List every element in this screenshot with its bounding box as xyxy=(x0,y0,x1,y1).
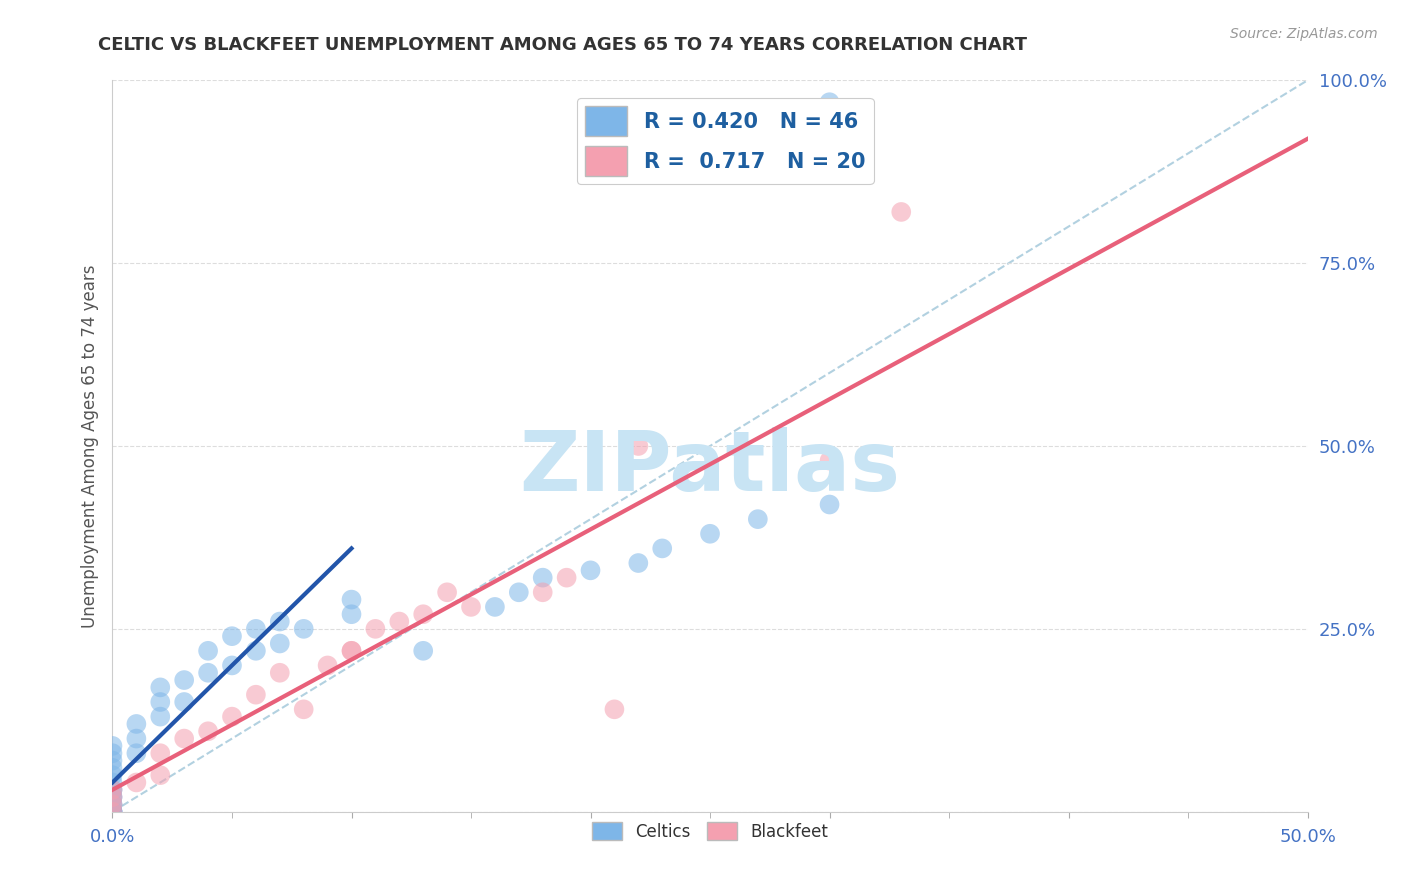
Point xyxy=(101,805,124,819)
Point xyxy=(484,599,506,614)
Point xyxy=(173,673,195,687)
Point xyxy=(197,644,219,658)
Point xyxy=(627,439,650,453)
Point xyxy=(340,644,363,658)
Point xyxy=(340,644,363,658)
Point xyxy=(101,782,124,797)
Point xyxy=(101,797,124,812)
Point xyxy=(101,782,124,797)
Point xyxy=(818,453,841,467)
Point xyxy=(101,797,124,812)
Point xyxy=(699,526,721,541)
Point xyxy=(101,797,124,812)
Point xyxy=(125,775,148,789)
Point xyxy=(101,746,124,760)
Point xyxy=(269,665,291,680)
Point xyxy=(101,768,124,782)
Point xyxy=(436,585,458,599)
Point xyxy=(197,665,219,680)
Text: CELTIC VS BLACKFEET UNEMPLOYMENT AMONG AGES 65 TO 74 YEARS CORRELATION CHART: CELTIC VS BLACKFEET UNEMPLOYMENT AMONG A… xyxy=(98,36,1028,54)
Point xyxy=(101,790,124,805)
Point xyxy=(627,556,650,570)
Point xyxy=(101,739,124,753)
Point xyxy=(245,644,267,658)
Point xyxy=(531,585,554,599)
Point xyxy=(531,571,554,585)
Point xyxy=(292,702,315,716)
Point xyxy=(125,717,148,731)
Point xyxy=(747,512,769,526)
Point xyxy=(316,658,339,673)
Point xyxy=(508,585,530,599)
Point xyxy=(890,205,912,219)
Point xyxy=(101,775,124,789)
Point xyxy=(412,607,434,622)
Point xyxy=(101,754,124,768)
Point xyxy=(101,790,124,805)
Point xyxy=(149,681,172,695)
Point xyxy=(364,622,387,636)
Point xyxy=(101,805,124,819)
Point xyxy=(651,541,673,556)
Point xyxy=(173,731,195,746)
Point xyxy=(125,746,148,760)
Point xyxy=(101,805,124,819)
Text: Source: ZipAtlas.com: Source: ZipAtlas.com xyxy=(1230,27,1378,41)
Point xyxy=(412,644,434,658)
Point xyxy=(292,622,315,636)
Point xyxy=(101,805,124,819)
Point xyxy=(101,805,124,819)
Point xyxy=(388,615,411,629)
Point xyxy=(101,805,124,819)
Point xyxy=(340,592,363,607)
Point xyxy=(221,709,243,723)
Point xyxy=(460,599,482,614)
Point xyxy=(101,790,124,805)
Y-axis label: Unemployment Among Ages 65 to 74 years: Unemployment Among Ages 65 to 74 years xyxy=(80,264,98,628)
Point xyxy=(221,658,243,673)
Point xyxy=(245,688,267,702)
Point xyxy=(173,695,195,709)
Point xyxy=(340,607,363,622)
Legend: Celtics, Blackfeet: Celtics, Blackfeet xyxy=(585,816,835,847)
Point xyxy=(149,695,172,709)
Text: ZIPatlas: ZIPatlas xyxy=(520,427,900,508)
Point xyxy=(818,95,841,110)
Point xyxy=(245,622,267,636)
Point xyxy=(579,563,602,577)
Point xyxy=(269,636,291,650)
Point xyxy=(149,746,172,760)
Point xyxy=(603,702,626,716)
Point xyxy=(101,782,124,797)
Point xyxy=(818,498,841,512)
Point xyxy=(221,629,243,643)
Point xyxy=(149,709,172,723)
Point xyxy=(101,761,124,775)
Point xyxy=(149,768,172,782)
Point xyxy=(555,571,578,585)
Point xyxy=(125,731,148,746)
Point xyxy=(197,724,219,739)
Point xyxy=(269,615,291,629)
